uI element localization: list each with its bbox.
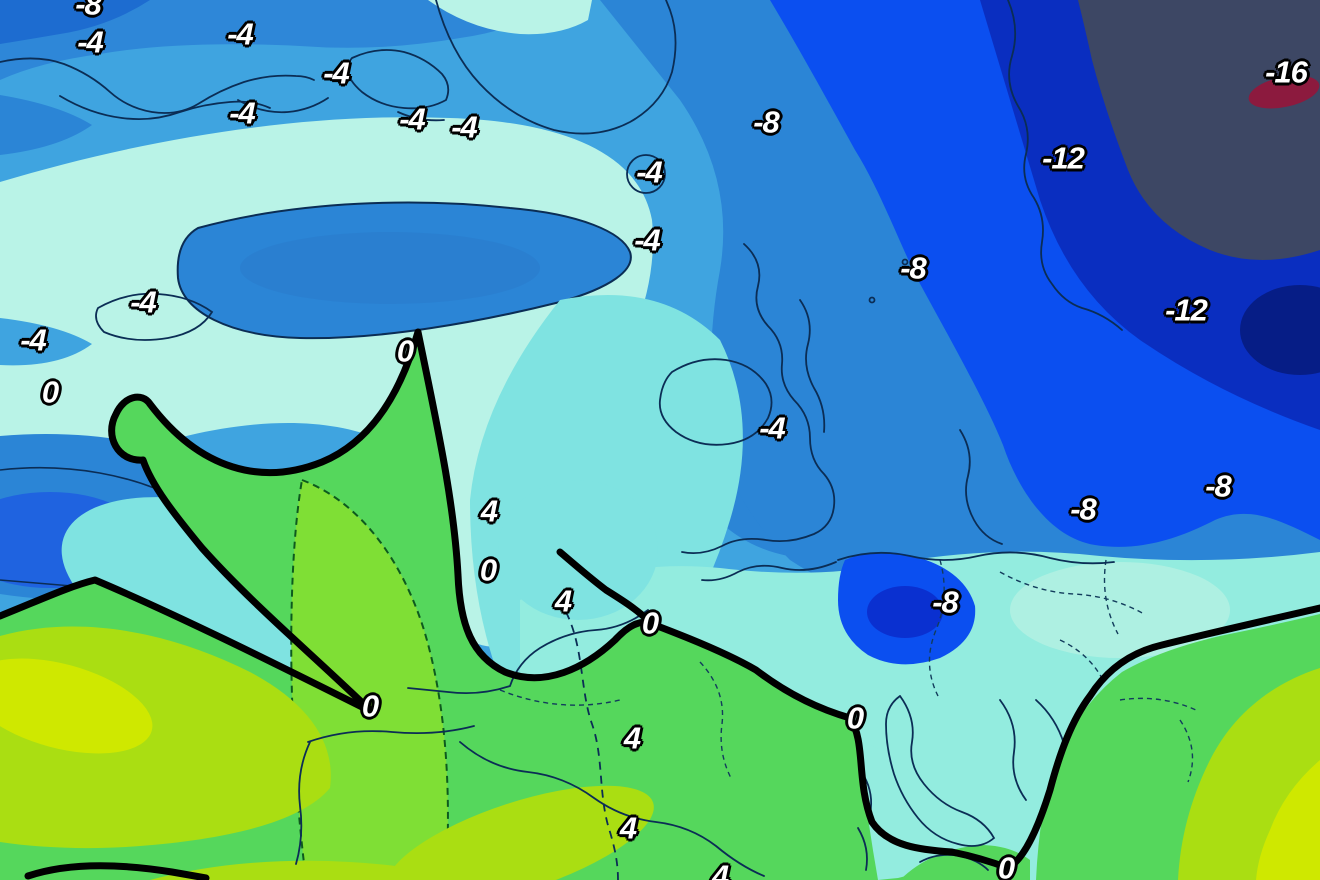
band-minus16-core (1248, 75, 1320, 109)
band-coldest-slate (1078, 0, 1320, 260)
coast-balkan (1035, 699, 1065, 745)
zero-isotherm-bottom (24, 862, 210, 880)
band-se-yellow (1256, 760, 1320, 880)
coast-portugal (295, 741, 311, 865)
band-yellow-core (0, 658, 153, 754)
coast-islands-2 (397, 111, 445, 122)
band-yellow-streak2 (386, 785, 654, 880)
band-top-edge (0, 0, 560, 80)
coast-adriatic (999, 699, 1027, 801)
contour-ring-minus4 (626, 154, 666, 194)
contour-plus4-dashed (565, 611, 619, 880)
coast-newfoundland (347, 49, 450, 110)
coast-shetland (868, 296, 876, 304)
band-biscay-pocket (498, 480, 658, 620)
border-3 (1103, 559, 1119, 635)
coast-iberia-north (307, 725, 475, 743)
coast-gb-east (799, 299, 826, 433)
coast-mediterranean (459, 741, 765, 877)
zero-isotherm-spur (556, 548, 656, 628)
band-pale-patch (1010, 562, 1230, 658)
zero-isotherm-east (648, 604, 1320, 872)
coast-iceland (95, 292, 214, 341)
coast-great-britain (681, 243, 836, 555)
border-7 (699, 661, 733, 781)
thin-contours (565, 154, 666, 880)
border-2 (999, 571, 1145, 615)
band-lake-core (240, 232, 540, 304)
coast-greenland (435, 0, 677, 135)
coast-nw-europe (837, 551, 1115, 565)
band-top-corner (0, 0, 150, 44)
band-left-tongue (0, 95, 92, 155)
band-pale-lobe (428, 0, 592, 35)
coast-biscay (407, 609, 649, 695)
coast-faroe-1 (901, 258, 909, 266)
coast-norway (1007, 0, 1123, 331)
coast-sardinia (857, 827, 868, 871)
band-denmark-core (867, 586, 943, 638)
band-sky-tongue (0, 318, 92, 366)
coast-ireland (658, 358, 773, 446)
band-navy-2 (1240, 285, 1320, 375)
band-italy-green (900, 845, 1030, 880)
coast-italy (885, 695, 996, 847)
border-4 (1119, 697, 1197, 711)
coast-nova-scotia (0, 57, 315, 114)
border-1 (928, 559, 945, 697)
border-5 (1179, 719, 1194, 783)
band-med-sea (858, 740, 948, 880)
coast-islands-1 (237, 97, 329, 114)
zero-isotherm-west (0, 328, 656, 716)
zero-isotherm (0, 328, 1320, 880)
coast-faroe-2 (916, 268, 924, 276)
border-6 (499, 689, 621, 706)
coast-brittany (701, 561, 837, 582)
coast-denmark (959, 429, 1003, 545)
